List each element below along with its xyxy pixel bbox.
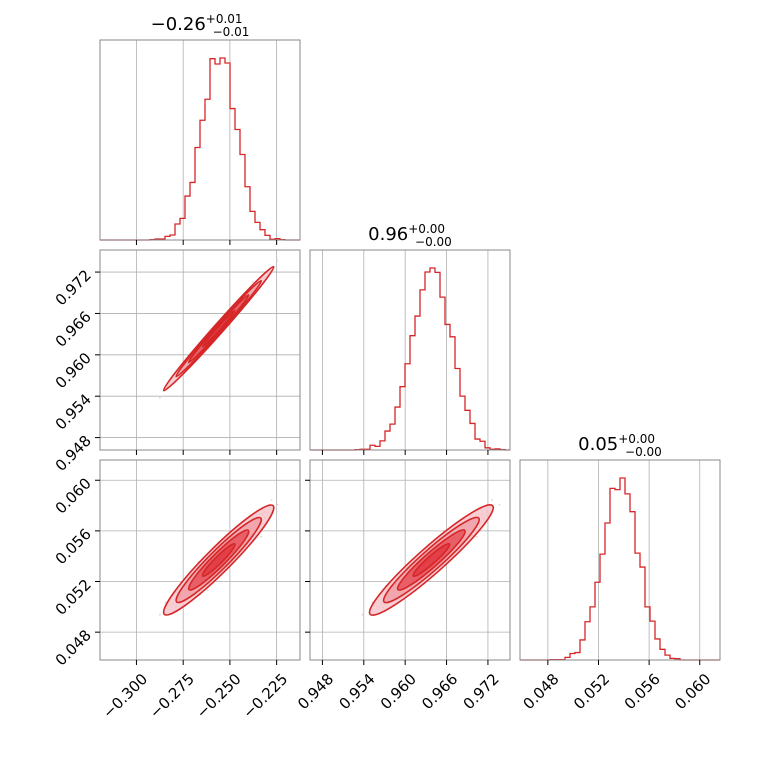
title-minus: −0.00 xyxy=(415,235,452,249)
panel-1-0-point xyxy=(251,281,254,283)
hist-0-frame xyxy=(99,39,301,241)
hist-2-frame xyxy=(519,459,721,661)
panel-2-0-point xyxy=(260,535,263,538)
hist-1-title: 0.96+0.00 −0.00 xyxy=(368,222,452,249)
hist-1-step-line xyxy=(310,267,510,451)
panel-2-0-frame xyxy=(99,459,301,661)
hist-0-step-line xyxy=(100,57,300,241)
panel-2-0-point xyxy=(270,499,273,502)
scatter-panel-2-0 xyxy=(99,459,301,661)
panel-1-0-contour-3 xyxy=(201,309,236,348)
panel-2-0-point xyxy=(206,589,209,592)
panel-1-0-frame xyxy=(99,249,301,451)
title-value: 0.05 xyxy=(578,434,618,455)
panel-1-0-point xyxy=(276,259,279,262)
panel-2-0-point xyxy=(164,601,167,604)
title-plus: +0.01 xyxy=(206,12,243,26)
title-minus: −0.01 xyxy=(213,25,250,39)
panel-2-1-point xyxy=(361,613,364,616)
panel-2-0-point xyxy=(276,503,279,506)
panel-2-0-point xyxy=(158,613,161,616)
hist-panel-1: 0.96+0.00 −0.00 xyxy=(309,222,511,451)
hist-panel-0: −0.26+0.01 −0.01 xyxy=(99,12,301,241)
title-value: −0.26 xyxy=(151,14,206,35)
hist-2-step-line xyxy=(520,477,720,661)
hist-1-frame xyxy=(309,249,511,451)
panel-2-1-point xyxy=(475,535,478,538)
hist-0-title: −0.26+0.01 −0.01 xyxy=(151,12,250,39)
hist-panel-2: 0.05+0.00 −0.00 xyxy=(519,432,721,661)
panel-2-1-point xyxy=(498,503,501,506)
hist-2-title: 0.05+0.00 −0.00 xyxy=(578,432,662,459)
title-plus: +0.00 xyxy=(408,222,445,236)
panel-2-0-contour-3 xyxy=(201,542,236,578)
title-minus: −0.00 xyxy=(625,445,662,459)
panel-2-1-point xyxy=(490,499,493,502)
panel-1-0-point xyxy=(158,396,161,399)
scatter-panel-2-1 xyxy=(309,459,511,661)
title-value: 0.96 xyxy=(368,224,408,245)
title-plus: +0.00 xyxy=(618,432,655,446)
scatter-panel-1-0 xyxy=(99,249,301,451)
